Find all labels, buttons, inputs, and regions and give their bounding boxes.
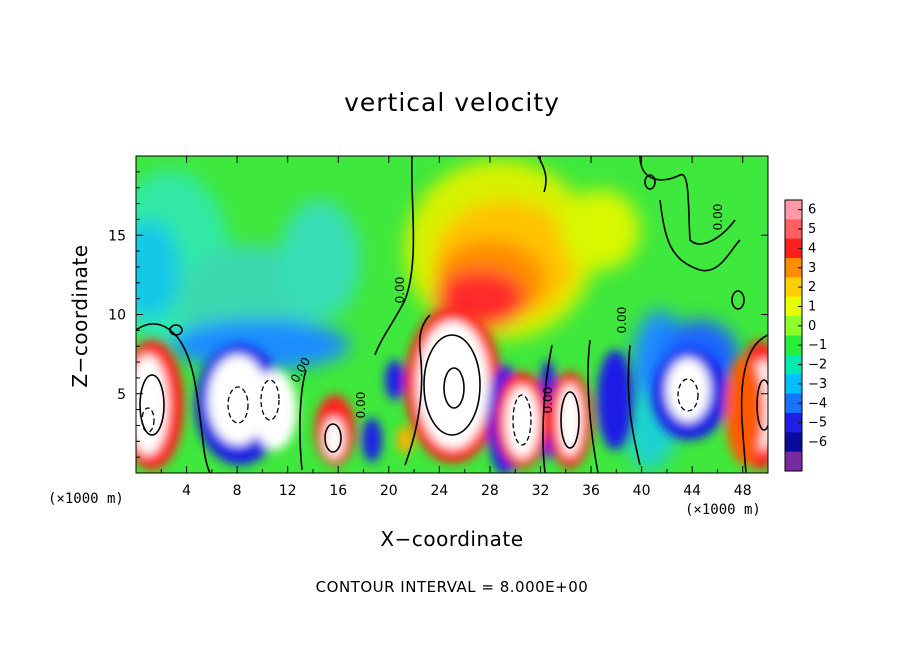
contour-value-label: 0.00: [541, 387, 555, 414]
colorbar-swatch: [785, 219, 802, 240]
contour-value-label: 0.00: [615, 307, 629, 334]
contour-value-label: 0.00: [393, 277, 407, 304]
contour-lines: [136, 156, 768, 473]
colorbar-label: 5: [808, 222, 816, 237]
x-tick-label: 48: [734, 483, 752, 499]
colorbar: 6 5 4 3 2 1 0 −1 −2 −3 −4 −5 −6: [784, 199, 827, 472]
colorbar-swatch: [785, 432, 802, 453]
colorbar-swatch: [785, 277, 802, 298]
colorbar-swatch: [785, 258, 802, 278]
x-tick-label: 16: [329, 483, 347, 499]
colorbar-swatch: [785, 354, 802, 375]
y-tick-label: 10: [108, 308, 126, 324]
x-tick-label: 28: [481, 483, 499, 499]
colorbar-swatch: [785, 393, 802, 414]
x-tick-label: 44: [683, 483, 701, 499]
y-tick-label: 5: [117, 387, 126, 403]
x-unit-label-left: (×1000 m): [48, 491, 124, 507]
colorbar-swatch: [785, 412, 802, 433]
x-tick-label: 8: [233, 483, 242, 499]
colorbar-swatch: [785, 238, 802, 259]
colorbar-swatch: [785, 335, 802, 356]
colorbar-label: −6: [808, 435, 827, 450]
colorbar-frame: [784, 199, 803, 472]
contour-value-label: 0.00: [354, 392, 368, 419]
y-tick-label: 15: [108, 228, 126, 244]
colorbar-label: −5: [808, 416, 827, 431]
x-tick-label: 4: [182, 483, 191, 499]
colorbar-label: 1: [808, 299, 816, 314]
x-unit-label-right: (×1000 m): [685, 502, 761, 518]
colorbar-label: 2: [808, 280, 816, 295]
colorbar-label: −2: [808, 358, 827, 373]
colorbar-label: −1: [808, 338, 827, 353]
x-axis-label: X−coordinate: [380, 527, 524, 551]
contour-value-label: 0.00: [711, 204, 725, 231]
colorbar-swatch: [785, 200, 802, 220]
colorbar-label: 0: [808, 319, 816, 334]
x-tick-label: 24: [430, 483, 448, 499]
x-tick-label: 12: [279, 483, 297, 499]
chart-title: vertical velocity: [344, 88, 560, 117]
colorbar-label: −4: [808, 396, 827, 411]
colorbar-label: −3: [808, 377, 827, 392]
y-axis: 5 10 15: [108, 171, 768, 458]
heatmap-field: [136, 156, 768, 473]
x-tick-label: 40: [633, 483, 651, 499]
colorbar-swatch: [785, 296, 802, 317]
colorbar-swatch: [785, 374, 802, 395]
colorbar-label: 3: [808, 261, 816, 276]
x-axis: 4 8 12 16 20 24 28 32 36 40 44 48: [160, 156, 752, 499]
x-tick-label: 32: [532, 483, 550, 499]
colorbar-label: 6: [808, 203, 816, 218]
colorbar-label: 4: [808, 241, 816, 256]
colorbar-swatch: [785, 451, 802, 472]
x-tick-label: 20: [380, 483, 398, 499]
colorbar-swatch: [785, 316, 802, 336]
contour-interval-note: CONTOUR INTERVAL = 8.000E+00: [315, 578, 589, 596]
x-tick-label: 36: [582, 483, 600, 499]
